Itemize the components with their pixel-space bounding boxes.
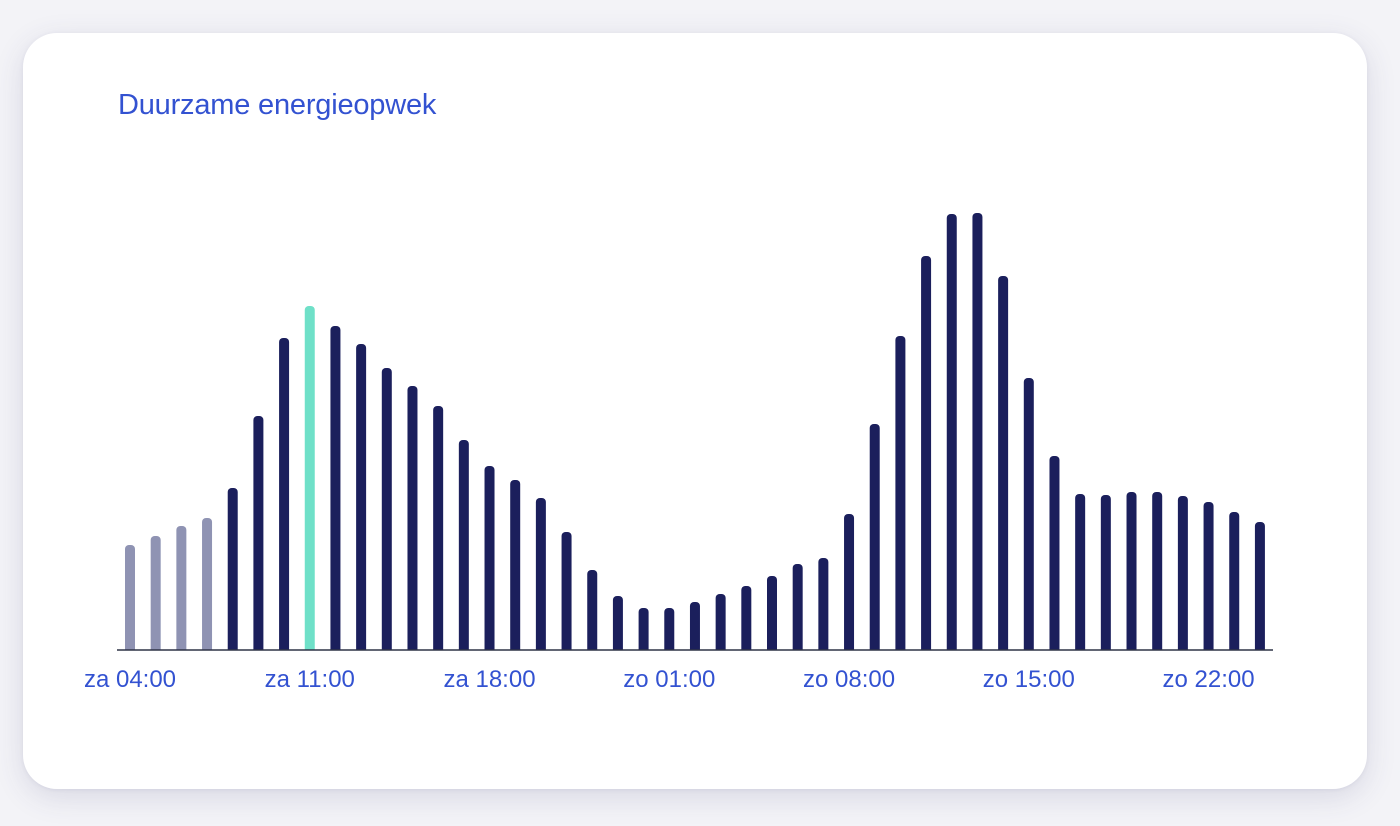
- bar[interactable]: [844, 514, 855, 655]
- bar[interactable]: [381, 368, 392, 655]
- bar[interactable]: [458, 440, 469, 655]
- bar[interactable]: [176, 526, 187, 655]
- bar[interactable]: [946, 214, 957, 655]
- bar[interactable]: [998, 276, 1009, 655]
- bars-group: [110, 213, 1280, 658]
- bar[interactable]: [535, 498, 546, 655]
- bar[interactable]: [356, 344, 367, 655]
- bar[interactable]: [587, 570, 598, 655]
- x-tick-label: zo 22:00: [1163, 666, 1255, 693]
- bar[interactable]: [638, 608, 649, 655]
- bar[interactable]: [1049, 456, 1060, 655]
- bar[interactable]: [561, 532, 572, 655]
- bar[interactable]: [1229, 512, 1240, 655]
- x-tick-label: za 11:00: [265, 666, 355, 693]
- bar[interactable]: [227, 488, 238, 655]
- bar[interactable]: [1075, 494, 1086, 655]
- bar[interactable]: [792, 564, 803, 655]
- bar[interactable]: [715, 594, 726, 655]
- bar[interactable]: [202, 518, 213, 655]
- x-tick-label: za 18:00: [443, 666, 535, 693]
- bar[interactable]: [1177, 496, 1188, 655]
- x-tick-label: za 04:00: [84, 666, 176, 693]
- baseline-cover: [110, 650, 1280, 658]
- bar[interactable]: [767, 576, 777, 655]
- bar[interactable]: [1100, 495, 1111, 655]
- bar[interactable]: [150, 536, 161, 655]
- bar[interactable]: [972, 213, 983, 655]
- energy-card: Duurzame energieopwek: [23, 33, 1367, 789]
- bar[interactable]: [1203, 502, 1214, 655]
- bar[interactable]: [818, 558, 829, 655]
- bar[interactable]: [689, 602, 700, 655]
- bar[interactable]: [407, 386, 418, 655]
- bar[interactable]: [1152, 492, 1163, 655]
- bar[interactable]: [1126, 492, 1137, 655]
- bar[interactable]: [869, 424, 880, 655]
- bar[interactable]: [612, 596, 623, 655]
- bar[interactable]: [253, 416, 264, 655]
- bar[interactable]: [921, 256, 932, 655]
- x-tick-labels-group: za 04:00 za 11:00 za 18:00 zo 01:00 zo 08:00…: [84, 666, 1255, 693]
- bar[interactable]: [433, 406, 444, 655]
- bar[interactable]: [895, 336, 906, 655]
- bar[interactable]: [304, 306, 315, 655]
- bar[interactable]: [741, 586, 752, 655]
- card-title: Duurzame energieopwek: [118, 89, 437, 121]
- bar[interactable]: [125, 545, 135, 655]
- bar[interactable]: [664, 608, 675, 655]
- bar[interactable]: [330, 326, 341, 655]
- bar[interactable]: [484, 466, 495, 655]
- bar[interactable]: [279, 338, 290, 655]
- bar[interactable]: [510, 480, 521, 655]
- x-tick-label: zo 08:00: [803, 666, 895, 693]
- bar[interactable]: [1254, 522, 1265, 655]
- x-tick-label: zo 15:00: [983, 666, 1075, 693]
- bar[interactable]: [1023, 378, 1034, 655]
- x-tick-label: zo 01:00: [623, 666, 715, 693]
